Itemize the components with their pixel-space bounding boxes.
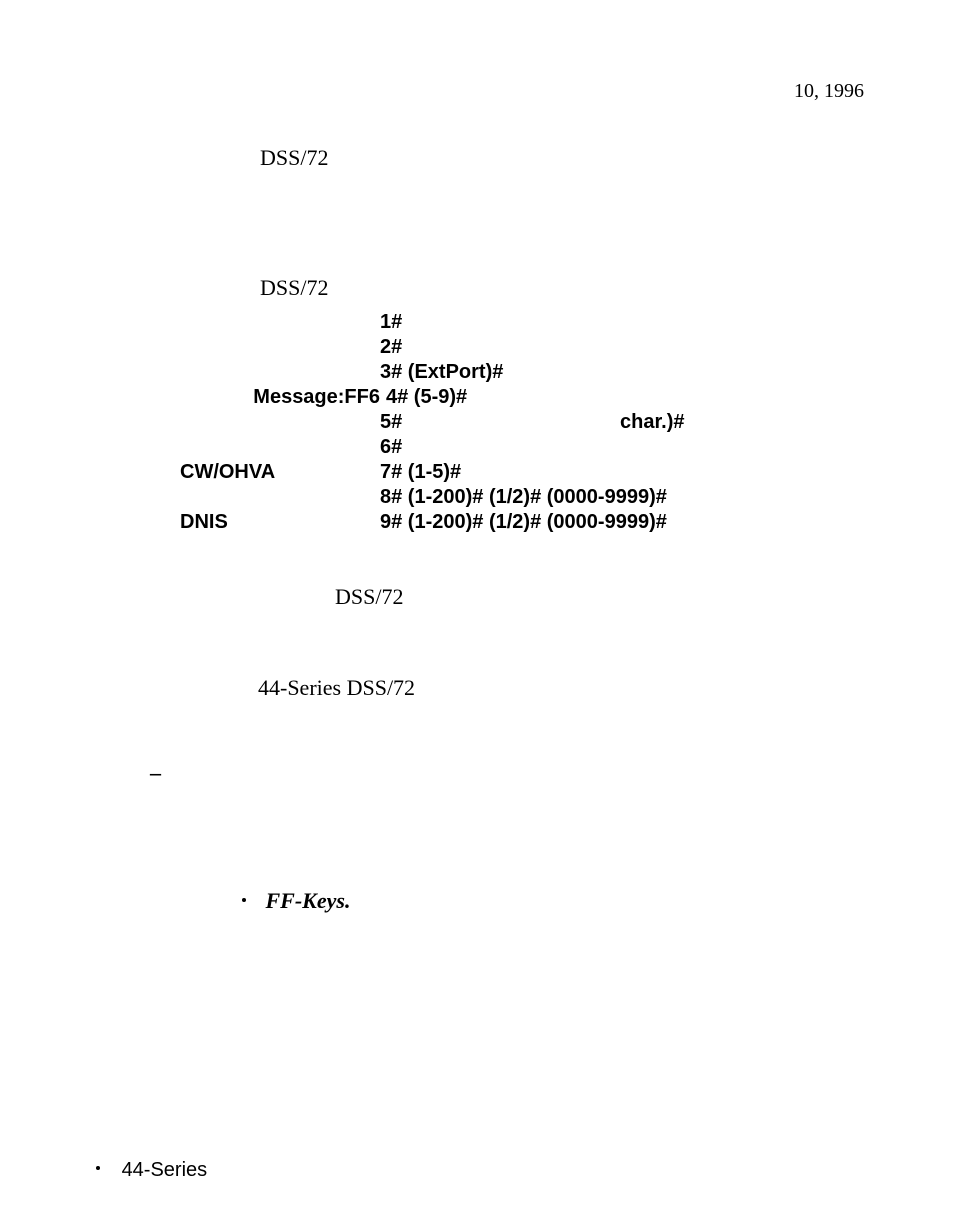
dss-label-2: DSS/72 [260,275,328,301]
code-row-7-right [620,460,820,485]
code-row-1-mid: 1# [380,310,620,335]
code-row-8-mid: 8# (1-200)# (1/2)# (0000-9999)# [380,485,667,510]
code-row-4-right [626,385,820,410]
code-row-6-right [620,435,820,460]
date-text: 10, 1996 [794,80,864,103]
bullet-icon [96,1166,100,1170]
code-row-4-label: Message:FF6 [180,385,386,410]
code-row-3-right [620,360,820,385]
code-row-5: 5# char.)# [180,410,820,435]
code-row-7: CW/OHVA 7# (1-5)# [180,460,820,485]
code-row-2-mid: 2# [380,335,620,360]
dss-label-1: DSS/72 [260,145,328,171]
code-row-4: Message:FF6 4# (5-9)# [180,385,820,410]
code-row-8-label [180,485,380,510]
code-row-5-label [180,410,380,435]
footer-44series: 44-Series [122,1159,208,1181]
code-row-1: 1# [180,310,820,335]
code-row-7-label: CW/OHVA [180,460,380,485]
code-row-7-mid: 7# (1-5)# [380,460,620,485]
footer-row: 44-Series [96,1159,207,1182]
code-row-9-label: DNIS [180,510,380,535]
ffkeys-row: FF-Keys. [242,888,350,914]
ffkeys-label: FF-Keys. [266,888,351,913]
code-row-1-label [180,310,380,335]
code-block: 1# 2# 3# (ExtPort)# Message:FF6 4# (5-9)… [180,310,820,535]
code-row-2-right [620,335,820,360]
code-row-8: 8# (1-200)# (1/2)# (0000-9999)# [180,485,820,510]
code-row-5-right: char.)# [620,410,820,435]
code-row-3-label [180,360,380,385]
code-row-3: 3# (ExtPort)# [180,360,820,385]
code-row-6-label [180,435,380,460]
code-row-9: DNIS 9# (1-200)# (1/2)# (0000-9999)# [180,510,820,535]
code-row-5-mid: 5# [380,410,620,435]
dss-label-3: DSS/72 [335,584,403,610]
code-row-2-label [180,335,380,360]
code-row-6: 6# [180,435,820,460]
bullet-icon [242,898,246,902]
code-row-1-right [620,310,820,335]
code-row-9-mid: 9# (1-200)# (1/2)# (0000-9999)# [380,510,667,535]
code-row-4-mid: 4# (5-9)# [386,385,626,410]
code-row-3-mid: 3# (ExtPort)# [380,360,620,385]
dash-bullet: – [150,760,161,786]
document-page: 10, 1996 DSS/72 DSS/72 1# 2# 3# (ExtPort… [0,0,954,1230]
series-44-dss72: 44-Series DSS/72 [258,675,415,701]
code-row-2: 2# [180,335,820,360]
code-row-6-mid: 6# [380,435,620,460]
